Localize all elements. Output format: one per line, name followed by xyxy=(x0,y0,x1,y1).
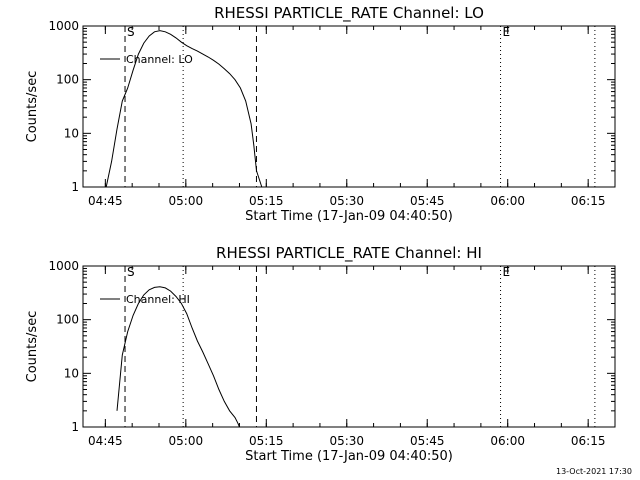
x-tick-label: 05:45 xyxy=(410,194,445,208)
y-tick-label: 1000 xyxy=(48,19,79,33)
x-tick-label: 05:45 xyxy=(410,434,445,448)
time-marker-label: E xyxy=(503,265,511,279)
legend-label: Channel: HI xyxy=(126,293,190,306)
x-tick-label: 05:15 xyxy=(249,434,284,448)
x-tick-label: 06:00 xyxy=(490,194,525,208)
y-axis-label: Counts/sec xyxy=(25,71,40,143)
x-tick-label: 04:45 xyxy=(88,434,123,448)
x-tick-label: 06:15 xyxy=(571,434,606,448)
time-marker-label: S xyxy=(127,25,135,39)
chart-title: RHESSI PARTICLE_RATE Channel: LO xyxy=(214,4,484,23)
x-tick-label: 06:15 xyxy=(571,194,606,208)
x-axis-label: Start Time (17-Jan-09 04:40:50) xyxy=(245,209,453,224)
plot-frame xyxy=(82,25,616,188)
legend-label: Channel: LO xyxy=(126,53,193,66)
y-axis-label: Counts/sec xyxy=(25,311,40,383)
y-tick-label: 1000 xyxy=(48,259,79,273)
series-line xyxy=(105,30,263,188)
y-tick-label: 1 xyxy=(71,180,79,194)
x-tick-label: 04:45 xyxy=(88,194,123,208)
x-tick-label: 05:30 xyxy=(329,434,364,448)
y-tick-label: 1 xyxy=(71,420,79,434)
x-tick-label: 05:30 xyxy=(329,194,364,208)
y-tick-label: 10 xyxy=(64,126,79,140)
y-tick-label: 10 xyxy=(64,366,79,380)
plot-frame xyxy=(82,265,616,428)
x-tick-label: 06:00 xyxy=(490,434,525,448)
time-marker-label: E xyxy=(503,25,511,39)
y-tick-label: 100 xyxy=(56,313,79,327)
x-tick-label: 05:00 xyxy=(169,194,204,208)
series-line xyxy=(116,286,240,428)
x-tick-label: 05:15 xyxy=(249,194,284,208)
x-tick-label: 05:00 xyxy=(169,434,204,448)
y-tick-label: 100 xyxy=(56,73,79,87)
footer-timestamp: 13-Oct-2021 17:30 xyxy=(556,467,632,476)
chart-title: RHESSI PARTICLE_RATE Channel: HI xyxy=(216,244,482,263)
x-axis-label: Start Time (17-Jan-09 04:40:50) xyxy=(245,449,453,464)
time-marker-label: S xyxy=(127,265,135,279)
